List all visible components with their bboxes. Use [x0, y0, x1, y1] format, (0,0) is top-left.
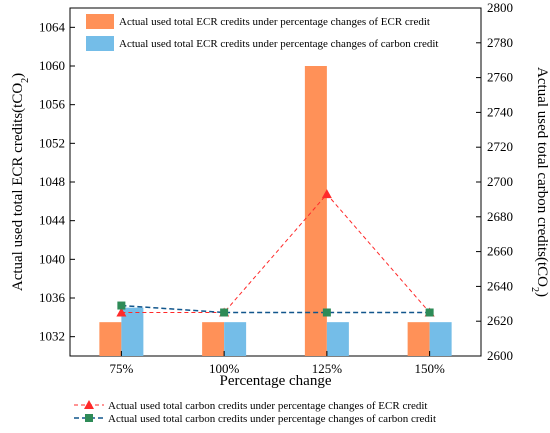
tick-label-right-0: 2600	[487, 348, 513, 363]
bar-carbon-2	[326, 322, 349, 356]
line-carbon	[121, 304, 430, 314]
marker-square-1	[220, 308, 229, 317]
tick-label-right-9: 2780	[487, 35, 513, 50]
tick-label-left-2: 1040	[39, 251, 65, 266]
tick-label-left-5: 1052	[39, 135, 65, 150]
tick-label-left-6: 1056	[39, 97, 66, 112]
legend-swatch-ecr-bar	[86, 14, 114, 29]
bars-layer	[99, 66, 452, 356]
ticks-layer: 1032 1036 1040 1044 1048 1052 1056 1060 1064 2600…	[39, 0, 513, 376]
bar-ecr-2	[304, 66, 327, 356]
y-axis-right-title: Actual used total carbon credits(tCO2)	[530, 67, 550, 297]
bar-ecr-3	[407, 322, 430, 356]
legend-label-ecr-bar: Actual used total ECR credits under perc…	[119, 16, 430, 28]
legend-lines: Actual used total carbon credits under p…	[74, 400, 436, 425]
tick-label-left-8: 1064	[39, 19, 66, 34]
lines-layer	[116, 189, 435, 317]
legend-bars: Actual used total ECR credits under perc…	[86, 14, 438, 51]
tick-label-right-2: 2640	[487, 278, 513, 293]
tick-label-left-3: 1044	[39, 213, 66, 228]
bar-ecr-0	[99, 322, 122, 356]
bar-carbon-0	[121, 307, 144, 356]
tick-label-right-4: 2680	[487, 209, 513, 224]
bar-carbon-3	[429, 322, 452, 356]
tick-label-right-7: 2740	[487, 104, 513, 119]
legend-marker-triangle	[84, 400, 94, 409]
tick-label-x-1: 100%	[209, 361, 240, 376]
marker-triangle-2	[321, 189, 332, 199]
legend-marker-square	[85, 414, 93, 422]
tick-label-x-2: 125%	[312, 361, 343, 376]
x-axis-title: Percentage change	[219, 373, 331, 389]
tick-label-left-7: 1060	[39, 58, 65, 73]
tick-label-right-10: 2800	[487, 0, 513, 15]
bar-carbon-1	[224, 322, 247, 356]
marker-square-0	[117, 301, 126, 310]
marker-square-3	[425, 308, 434, 317]
tick-label-right-3: 2660	[487, 244, 513, 259]
tick-label-right-1: 2620	[487, 313, 513, 328]
tick-label-x-3: 150%	[414, 361, 445, 376]
legend-swatch-carbon-bar	[86, 36, 114, 51]
tick-label-x-0: 75%	[109, 361, 133, 376]
legend-label-carbon-line: Actual used total carbon credits under p…	[108, 413, 436, 425]
plot-frame	[69, 7, 482, 357]
y-axis-left-title: Actual used total ECR credits(tCO2)	[10, 73, 31, 291]
legend-label-carbon-bar: Actual used total ECR credits under perc…	[119, 38, 438, 50]
tick-label-right-6: 2720	[487, 139, 513, 154]
line-ecr	[121, 193, 431, 313]
tick-label-left-1: 1036	[39, 290, 66, 305]
legend-label-ecr-line: Actual used total carbon credits under p…	[108, 400, 427, 412]
tick-label-right-8: 2760	[487, 70, 513, 85]
marker-square-2	[322, 308, 331, 317]
tick-label-right-5: 2700	[487, 174, 513, 189]
marker-triangle-0	[116, 307, 127, 317]
tick-label-left-0: 1032	[39, 329, 65, 344]
bar-ecr-1	[202, 322, 225, 356]
tick-label-left-4: 1048	[39, 174, 65, 189]
